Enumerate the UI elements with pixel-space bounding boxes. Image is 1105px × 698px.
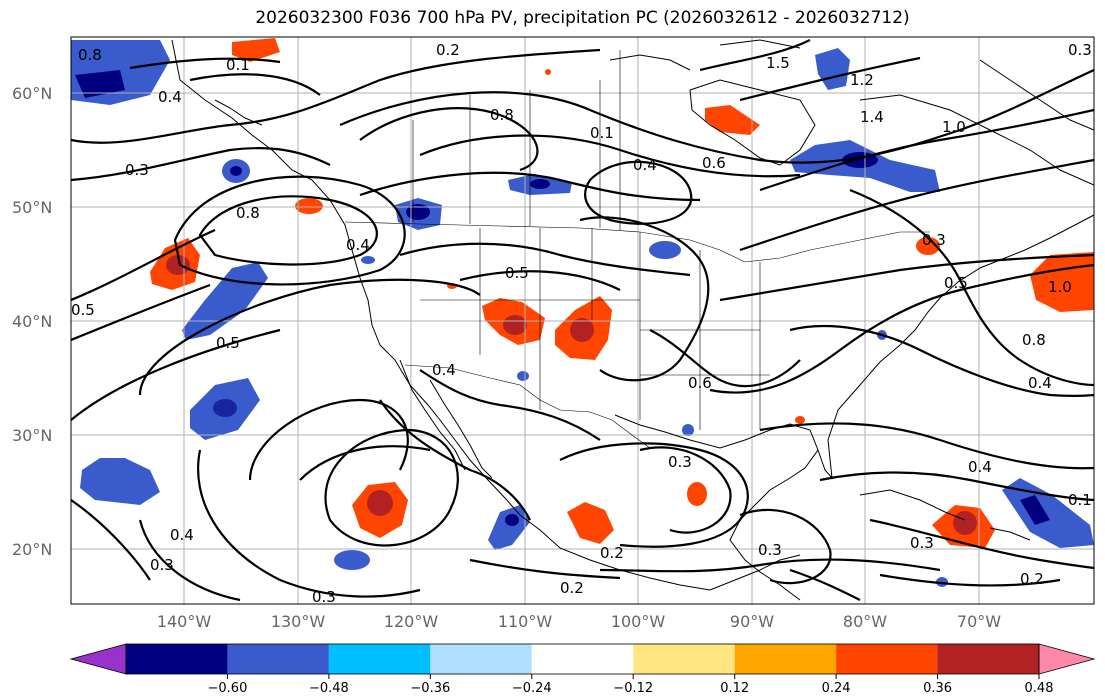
contour-label: 0.6 (688, 374, 712, 392)
contour-label: 0.2 (436, 41, 460, 59)
precip-anomaly-shading (71, 38, 1094, 587)
contour-labels: 0.8 0.1 0.4 0.3 0.8 0.4 0.2 0.6 1.5 1.2 … (71, 41, 1092, 606)
colorbar: −0.60 −0.48 −0.36 −0.24 −0.12 0.12 0.24 0.36 0.4… (69, 643, 1096, 696)
contour-label: 0.5 (216, 334, 240, 352)
contour-label: 0.1 (590, 124, 614, 142)
colorbar-tick-label: −0.24 (512, 681, 552, 696)
latitude-labels: 60°N 50°N 40°N 30°N 20°N (12, 84, 52, 559)
contour-label: 0.4 (633, 156, 657, 174)
contour-label: 0.3 (125, 161, 149, 179)
contour-label: 0.4 (432, 361, 456, 379)
colorbar-frame (125, 643, 1040, 675)
contour-label: 0.8 (78, 46, 102, 64)
contour-label: 0.8 (490, 106, 514, 124)
contour-label: 0.5 (71, 301, 95, 319)
colorbar-tick-label: −0.12 (613, 681, 653, 696)
contour-label: 0.1 (1068, 491, 1092, 509)
lon-label: 130°W (271, 612, 326, 631)
lat-label: 60°N (12, 84, 52, 103)
lat-label: 20°N (12, 540, 52, 559)
colorbar-tick-label: −0.36 (410, 681, 450, 696)
colorbar-swatch (937, 644, 1039, 674)
political-borders (344, 50, 930, 449)
contour-label: 0.8 (1022, 331, 1046, 349)
colorbar-swatch (126, 644, 228, 674)
contour-label: 0.4 (1028, 374, 1052, 392)
contour-label: 0.3 (312, 588, 336, 606)
contour-label: 0.4 (968, 458, 992, 476)
lon-label: 140°W (157, 612, 212, 631)
colorbar-swatch (531, 644, 634, 674)
colorbar-swatch (227, 644, 329, 674)
colorbar-tick-label: −0.60 (208, 681, 248, 696)
contour-label: 0.4 (158, 88, 182, 106)
lon-label: 70°W (957, 612, 1001, 631)
contour-label: 0.2 (1020, 570, 1044, 588)
lat-label: 40°N (12, 312, 52, 331)
lon-label: 100°W (611, 612, 666, 631)
colorbar-swatch (734, 644, 837, 674)
lat-label: 50°N (12, 198, 52, 217)
colorbar-swatch (430, 644, 532, 674)
colorbar-tick-label: −0.48 (309, 681, 349, 696)
colorbar-swatch (633, 644, 735, 674)
contour-label: 0.2 (560, 579, 584, 597)
contour-label: 0.4 (346, 236, 370, 254)
contour-label: 0.6 (702, 154, 726, 172)
contour-label: 0.1 (226, 56, 250, 74)
contour-label: 0.3 (150, 556, 174, 574)
map-frame (70, 36, 1095, 605)
contour-label: 0.3 (910, 534, 934, 552)
colorbar-swatch (328, 644, 431, 674)
lon-label: 110°W (498, 612, 553, 631)
contour-label: 0.3 (922, 231, 946, 249)
lon-label: 120°W (384, 612, 439, 631)
colorbar-tick-label: 0.48 (1025, 681, 1054, 696)
lon-label: 90°W (730, 612, 774, 631)
colorbar-tick-label: 0.24 (822, 681, 851, 696)
chart-title: 2026032300 F036 700 hPa PV, precipitatio… (255, 8, 910, 28)
contour-label: 0.5 (944, 274, 968, 292)
contour-label: 0.3 (1068, 41, 1092, 59)
colorbar-tick-label: 0.12 (720, 681, 749, 696)
pv-contours (71, 39, 1094, 602)
lat-lon-grid (71, 37, 1094, 604)
contour-label: 0.3 (758, 541, 782, 559)
colorbar-tick-label: 0.36 (923, 681, 952, 696)
colorbar-swatch (836, 644, 938, 674)
colorbar-extend-low (69, 643, 127, 675)
contour-label: 0.3 (668, 453, 692, 471)
coastlines (171, 39, 1094, 601)
colorbar-extend-high (1038, 643, 1096, 675)
contour-label: 0.4 (170, 526, 194, 544)
contour-label: 0.2 (600, 544, 624, 562)
contour-label: 1.2 (850, 71, 874, 89)
contour-label: 0.8 (236, 204, 260, 222)
contour-label: 1.4 (860, 108, 884, 126)
lat-label: 30°N (12, 426, 52, 445)
contour-label: 1.0 (942, 118, 966, 136)
contour-label: 0.5 (505, 264, 529, 282)
contour-label: 1.0 (1048, 278, 1072, 296)
lon-label: 80°W (843, 612, 887, 631)
contour-label: 1.5 (766, 54, 790, 72)
longitude-labels: 140°W 130°W 120°W 110°W 100°W 90°W 80°W … (157, 612, 1001, 631)
